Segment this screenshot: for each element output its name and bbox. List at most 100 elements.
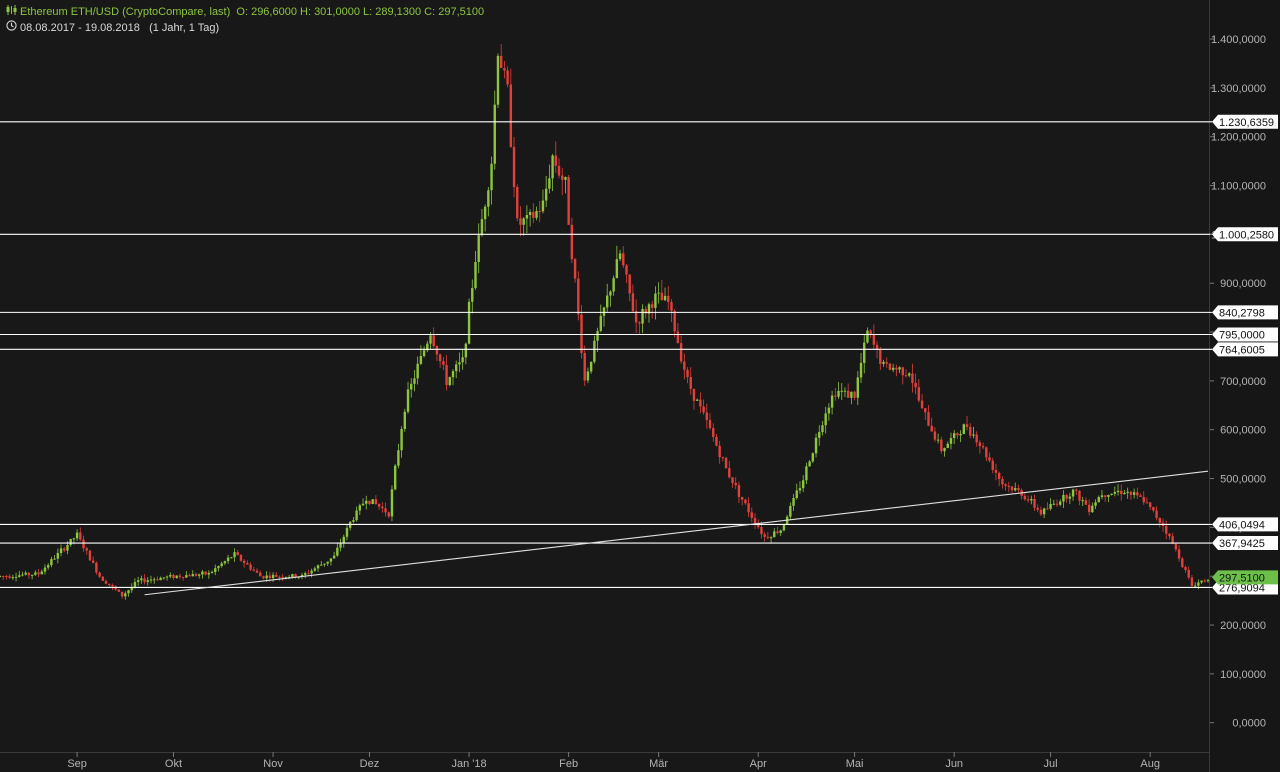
candle-up — [455, 364, 458, 372]
candle-down — [978, 442, 982, 447]
candle-down — [895, 367, 898, 370]
candle-up — [30, 574, 34, 576]
candle-up — [226, 557, 230, 562]
candle-up — [323, 563, 326, 565]
candle-down — [259, 572, 262, 577]
candle-up — [230, 557, 233, 559]
candle-down — [747, 503, 750, 513]
candle-up — [663, 295, 667, 301]
candle-up — [1197, 582, 1200, 586]
candle-up — [342, 536, 345, 544]
candle-down — [101, 576, 105, 581]
candle-up — [59, 548, 63, 554]
candle-down — [737, 485, 741, 497]
candle-down — [969, 426, 972, 436]
candle-down — [172, 574, 175, 579]
candle-up — [214, 568, 217, 572]
candle-down — [506, 70, 509, 85]
candle-down — [879, 349, 882, 364]
candle-up — [1097, 497, 1100, 503]
candle-down — [631, 293, 635, 312]
candle-down — [104, 580, 108, 584]
candle-down — [1190, 577, 1194, 587]
candle-down — [940, 439, 943, 452]
candle-up — [136, 580, 140, 583]
candle-down — [1084, 500, 1088, 505]
candle-up — [313, 568, 317, 571]
candle-up — [1071, 489, 1075, 497]
clock-icon — [6, 20, 17, 34]
candle-up — [69, 538, 72, 545]
candle-down — [1036, 507, 1039, 510]
candle-down — [255, 570, 259, 573]
candle-up — [339, 543, 342, 548]
candle-up — [1030, 498, 1033, 501]
candle-up — [589, 361, 593, 372]
candle-up — [541, 200, 545, 212]
candle-down — [731, 477, 734, 483]
candle-down — [583, 353, 586, 381]
candle-up — [548, 178, 551, 189]
candle-down — [904, 375, 908, 377]
level-tags: 1.230,6359 1.000,2580 840,2798 795,0000 764,… — [1212, 114, 1278, 595]
candle-up — [962, 424, 966, 434]
candle-up — [602, 307, 606, 316]
candle-up — [464, 343, 468, 358]
candle-up — [615, 259, 619, 279]
candle-up — [416, 363, 419, 379]
candle-up — [21, 574, 24, 576]
candle-down — [712, 428, 715, 437]
candle-up — [612, 278, 615, 292]
candle-down — [377, 503, 381, 507]
candle-down — [708, 419, 712, 429]
horizontal-levels[interactable] — [0, 121, 1212, 589]
candle-up — [56, 553, 60, 559]
candle-up — [859, 362, 863, 378]
candle-down — [914, 382, 917, 388]
candle-down — [384, 508, 387, 513]
candle-down — [994, 469, 998, 473]
candle-down — [567, 177, 570, 225]
candle-down — [432, 335, 435, 347]
price-tick-label: 200,0000 — [1220, 620, 1266, 632]
candle-down — [930, 425, 933, 432]
candle-up — [393, 465, 397, 490]
candle-down — [1168, 533, 1171, 537]
candle-up — [959, 433, 962, 436]
candle-down — [872, 334, 876, 345]
candle-down — [1023, 495, 1027, 500]
candle-down — [846, 390, 850, 398]
candle-up — [493, 104, 496, 164]
candle-down — [869, 330, 872, 335]
candle-up — [284, 577, 288, 579]
candle-up — [390, 489, 394, 517]
candle-up — [1068, 496, 1072, 499]
candle-down — [1001, 478, 1004, 485]
candle-down — [740, 496, 744, 500]
candle-up — [1052, 503, 1055, 505]
candle-down — [1184, 567, 1187, 570]
candle-up — [1091, 505, 1094, 513]
candle-up — [130, 586, 133, 591]
candle-down — [111, 584, 114, 587]
candle-up — [814, 437, 818, 454]
candle-up — [40, 571, 43, 575]
candle-down — [1129, 491, 1133, 495]
candle-up — [1062, 495, 1065, 502]
candle-down — [557, 165, 561, 176]
candle-down — [519, 218, 522, 225]
candle-up — [410, 383, 413, 390]
candle-up — [779, 530, 782, 533]
candle-up — [952, 433, 956, 439]
candle-up — [127, 590, 130, 594]
candle-up — [316, 565, 320, 569]
candle-up — [14, 576, 18, 578]
candle-up — [596, 330, 599, 341]
candle-up — [792, 497, 795, 506]
candle-up — [830, 395, 834, 408]
price-tick-label: 1.100,0000 — [1211, 181, 1266, 193]
candle-down — [37, 572, 40, 575]
trendline-group[interactable] — [144, 470, 1209, 596]
trendline[interactable] — [144, 470, 1209, 596]
